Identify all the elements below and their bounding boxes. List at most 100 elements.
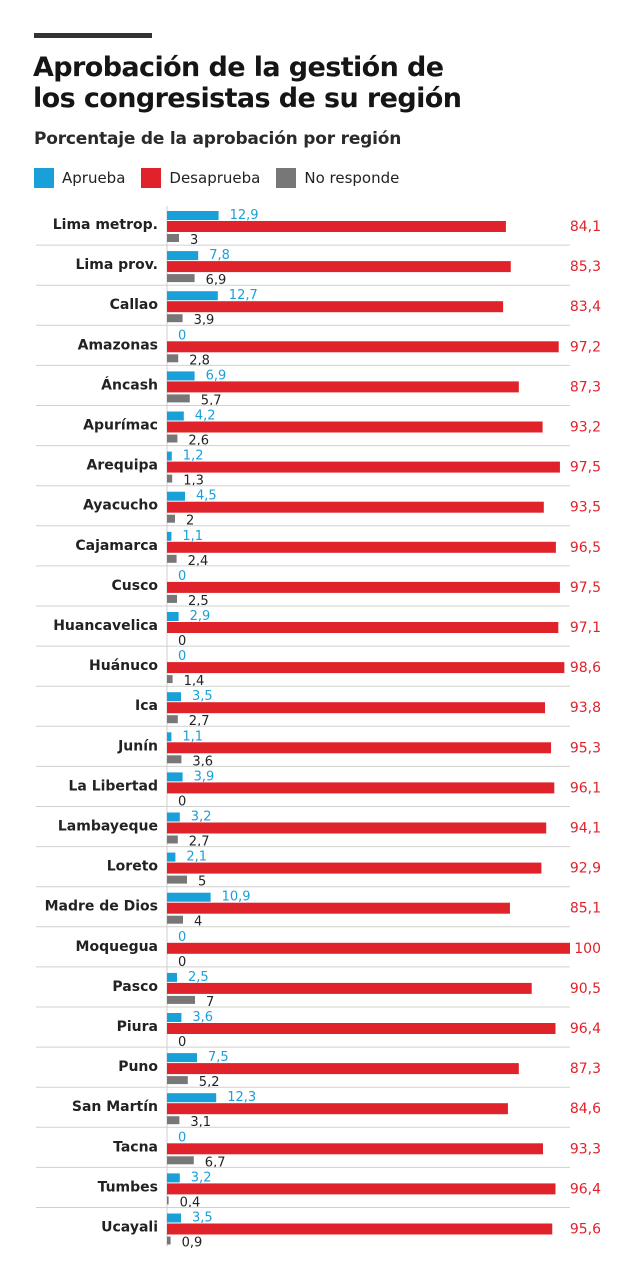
bar-desaprueba-1	[167, 261, 511, 273]
label-no-responde-14: 0	[178, 794, 186, 809]
label-desaprueba-9: 97,5	[570, 580, 601, 596]
label-aprueba-14: 3,9	[194, 769, 215, 784]
chart-title-line-2: los congresistas de su región	[33, 83, 462, 114]
label-desaprueba-13: 95,3	[570, 740, 601, 756]
legend-swatch-desaprueba	[141, 168, 162, 188]
label-aprueba-1: 7,8	[209, 248, 230, 263]
label-aprueba-16: 2,1	[186, 850, 207, 865]
bar-aprueba-21	[167, 1053, 197, 1063]
bar-aprueba-14	[167, 772, 183, 782]
category-label-11: Huánuco	[89, 658, 158, 674]
bar-no-responde-0	[167, 234, 179, 242]
label-aprueba-3: 0	[178, 328, 186, 343]
category-label-25: Ucayali	[101, 1220, 158, 1236]
label-aprueba-7: 4,5	[196, 489, 217, 504]
label-desaprueba-16: 92,9	[570, 861, 601, 877]
label-desaprueba-21: 87,3	[570, 1061, 601, 1077]
bar-aprueba-5	[167, 411, 184, 421]
bar-aprueba-13	[167, 732, 172, 742]
label-no-responde-25: 0,9	[182, 1236, 203, 1251]
category-label-13: Junín	[117, 738, 158, 754]
bar-aprueba-6	[167, 451, 172, 461]
label-aprueba-8: 1,1	[182, 529, 203, 544]
bar-aprueba-12	[167, 692, 181, 702]
bar-desaprueba-18	[167, 942, 570, 954]
bar-desaprueba-4	[167, 381, 519, 393]
label-aprueba-18: 0	[178, 930, 186, 945]
label-desaprueba-0: 84,1	[570, 219, 601, 235]
category-label-3: Amazonas	[78, 337, 158, 353]
category-label-7: Ayacucho	[83, 498, 158, 514]
label-aprueba-19: 2,5	[188, 970, 209, 985]
label-no-responde-3: 2,8	[189, 353, 210, 368]
label-aprueba-20: 3,6	[192, 1010, 213, 1025]
label-aprueba-15: 3,2	[191, 810, 212, 825]
bar-desaprueba-24	[167, 1183, 556, 1195]
label-no-responde-7: 2	[186, 514, 194, 529]
bar-desaprueba-19	[167, 982, 532, 994]
category-label-18: Moquegua	[76, 939, 158, 955]
label-aprueba-21: 7,5	[208, 1050, 229, 1065]
bar-desaprueba-3	[167, 341, 559, 353]
bar-no-responde-22	[167, 1116, 180, 1125]
category-label-22: San Martín	[72, 1099, 158, 1115]
category-label-17: Madre de Dios	[45, 899, 158, 915]
legend-item-aprueba: Aprueba	[34, 168, 125, 188]
bar-no-responde-21	[167, 1076, 188, 1085]
label-desaprueba-14: 96,1	[570, 780, 601, 796]
label-desaprueba-18: 100	[574, 941, 601, 957]
category-label-9: Cusco	[112, 578, 159, 594]
category-label-0: Lima metrop.	[53, 217, 158, 233]
bar-no-responde-8	[167, 554, 177, 563]
bar-aprueba-16	[167, 852, 176, 862]
bar-no-responde-15	[167, 835, 178, 844]
bar-no-responde-24	[167, 1196, 169, 1205]
bar-no-responde-2	[167, 314, 183, 323]
bar-aprueba-10	[167, 612, 179, 621]
category-label-10: Huancavelica	[53, 618, 158, 634]
category-label-1: Lima prov.	[76, 257, 158, 273]
label-aprueba-4: 6,9	[206, 368, 227, 383]
category-label-15: Lambayeque	[58, 819, 158, 835]
bar-aprueba-15	[167, 812, 180, 822]
label-desaprueba-1: 85,3	[570, 259, 601, 275]
bar-aprueba-20	[167, 1013, 182, 1022]
label-aprueba-6: 1,2	[183, 449, 204, 464]
bar-desaprueba-17	[167, 902, 510, 914]
bar-no-responde-23	[167, 1156, 194, 1165]
bar-no-responde-25	[167, 1236, 171, 1245]
label-desaprueba-5: 93,2	[570, 420, 601, 436]
label-aprueba-12: 3,5	[192, 689, 213, 704]
bar-aprueba-24	[167, 1173, 180, 1183]
label-aprueba-25: 3,5	[192, 1211, 213, 1226]
bar-aprueba-4	[167, 371, 195, 381]
legend-label-aprueba: Aprueba	[62, 169, 126, 187]
legend-label-no-responde: No responde	[304, 169, 400, 187]
bar-no-responde-19	[167, 995, 195, 1004]
bar-no-responde-17	[167, 915, 183, 924]
bar-desaprueba-14	[167, 782, 555, 794]
category-label-21: Puno	[118, 1059, 158, 1075]
label-no-responde-15: 2,7	[189, 835, 210, 850]
bar-no-responde-11	[167, 675, 173, 684]
label-desaprueba-23: 93,3	[570, 1141, 601, 1157]
category-label-16: Loreto	[107, 859, 159, 875]
label-aprueba-2: 12,7	[229, 288, 258, 303]
bar-aprueba-25	[167, 1213, 181, 1223]
label-no-responde-4: 5,7	[201, 393, 222, 408]
chart-title: Aprobación de la gestión de los congresi…	[33, 52, 462, 114]
bar-no-responde-16	[167, 875, 187, 884]
label-aprueba-0: 12,9	[230, 208, 259, 223]
label-no-responde-8: 2,4	[188, 554, 209, 569]
bar-desaprueba-16	[167, 862, 542, 874]
bar-no-responde-13	[167, 755, 182, 764]
label-no-responde-13: 3,6	[192, 754, 213, 769]
bar-desaprueba-5	[167, 421, 543, 433]
category-label-12: Ica	[135, 698, 158, 714]
bar-desaprueba-13	[167, 742, 552, 754]
label-aprueba-11: 0	[178, 649, 186, 664]
bar-desaprueba-0	[167, 221, 506, 232]
bar-desaprueba-25	[167, 1223, 553, 1235]
category-label-5: Apurímac	[83, 418, 158, 434]
